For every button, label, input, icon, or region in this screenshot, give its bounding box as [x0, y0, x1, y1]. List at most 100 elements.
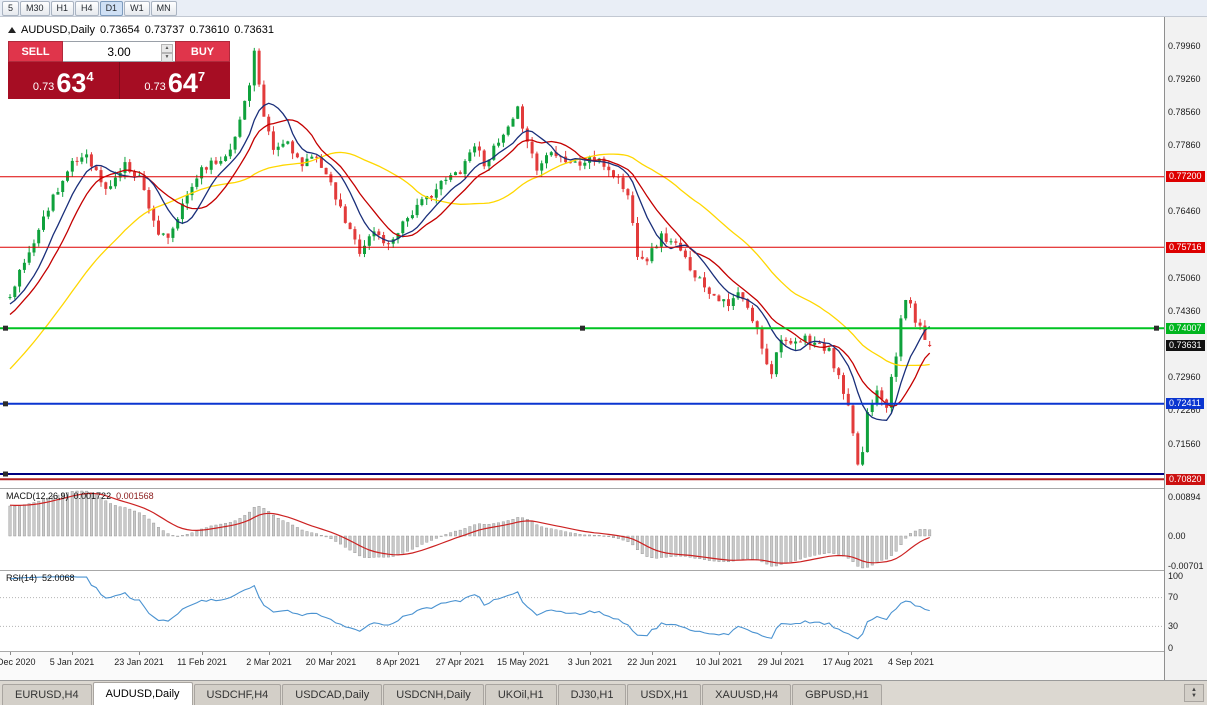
macd-pane[interactable]: MACD(12,26,9) 0.001722 0.001568: [0, 489, 1164, 570]
line-handle[interactable]: [3, 471, 8, 477]
chart-tab-usdx[interactable]: USDX,H1: [627, 684, 702, 705]
axis-separator: [1164, 17, 1165, 680]
current-price-badge: 0.73631: [1166, 340, 1205, 351]
ma-mid-red: [9, 119, 931, 407]
macd-signal-line: [9, 492, 930, 564]
rsi-name: RSI(14): [6, 573, 38, 583]
chart-tab-usdcad[interactable]: USDCAD,Daily: [282, 684, 383, 705]
line-handle[interactable]: [3, 325, 8, 331]
date-tick: [72, 652, 73, 655]
rsi-axis-label: 70: [1168, 592, 1179, 602]
sell-button[interactable]: SELL: [8, 41, 63, 62]
sell-price-display[interactable]: 0.73 63 4: [8, 62, 120, 99]
date-axis-label: 10 Jul 2021: [695, 657, 743, 667]
price-grid-label: 0.77860: [1168, 140, 1201, 150]
timeframe-button-d1[interactable]: D1: [99, 0, 124, 16]
date-axis-label: 17 Aug 2021: [822, 657, 874, 667]
buy-price-display[interactable]: 0.73 64 7: [119, 62, 230, 99]
chart-tab-xauusd[interactable]: XAUUSD,H4: [702, 684, 792, 705]
timeframe-button-5[interactable]: 5: [2, 0, 20, 16]
buy-price-big: 64: [167, 68, 198, 99]
price-grid-label: 0.79260: [1168, 74, 1201, 84]
buy-button[interactable]: BUY: [175, 41, 230, 62]
price-grid-label: 0.78560: [1168, 107, 1201, 117]
macd-axis-label: 0.00894: [1168, 492, 1201, 502]
date-tick: [652, 652, 653, 655]
date-axis[interactable]: 15 Dec 2020 5 Jan 2021 23 Jan 2021 11 Feb 2…: [0, 652, 1164, 680]
line-handle[interactable]: [3, 401, 8, 407]
one-click-trading-panel: SELL ▲ ▼ BUY 0.73 63 4 0.73: [8, 41, 230, 99]
price-grid-label: 0.71560: [1168, 439, 1201, 449]
rsi-axis-label: 0: [1168, 643, 1174, 653]
pane-separator[interactable]: [0, 488, 1207, 489]
price-level-badge[interactable]: 0.70820: [1166, 474, 1205, 485]
chart-tab-gbpusd[interactable]: GBPUSD,H1: [792, 684, 882, 705]
ma-fast-navy: [9, 102, 931, 421]
date-tick: [139, 652, 140, 655]
timeframe-button-m30[interactable]: M30: [20, 0, 50, 16]
volume-up-icon[interactable]: ▲: [161, 44, 173, 53]
rsi-line: [9, 576, 930, 640]
price-level-badge[interactable]: 0.74007: [1166, 323, 1205, 334]
chart-tab-eurusd[interactable]: EURUSD,H4: [2, 684, 92, 705]
pane-separator: [0, 651, 1207, 652]
ohlc-open: 0.73654: [99, 24, 140, 36]
ohlc-high: 0.73737: [144, 24, 185, 36]
macd-axis-label: -0.00701: [1168, 561, 1204, 571]
date-tick: [202, 652, 203, 655]
pane-separator[interactable]: [0, 570, 1207, 571]
macd-histogram: [8, 490, 932, 569]
price-level-badge[interactable]: 0.75716: [1166, 242, 1205, 253]
timeframe-button-mn[interactable]: MN: [150, 0, 177, 16]
date-axis-label: 27 Apr 2021: [435, 657, 485, 667]
buy-price-sup: 7: [197, 69, 206, 84]
price-grid-label: 0.72960: [1168, 372, 1201, 382]
candles-layer: [8, 47, 932, 466]
chart-tab-usdcnh[interactable]: USDCNH,Daily: [383, 684, 484, 705]
date-tick: [523, 652, 524, 655]
timeframe-toolbar: 5 M30 H1 H4 D1 W1 MN: [0, 0, 1207, 17]
sell-price-big: 63: [56, 68, 87, 99]
macd-label: MACD(12,26,9) 0.001722 0.001568: [6, 491, 154, 501]
timeframe-button-h4[interactable]: H4: [75, 0, 99, 16]
rsi-pane[interactable]: RSI(14) 52.0068: [0, 571, 1164, 651]
price-level-badge[interactable]: 0.77200: [1166, 171, 1205, 182]
price-axis[interactable]: 0.79960 0.79260 0.78560 0.77860 0.76460 0.750…: [1165, 17, 1207, 680]
date-axis-label: 3 Jun 2021: [567, 657, 613, 667]
chart-tab-dj30[interactable]: DJ30,H1: [557, 684, 627, 705]
sell-price-sup: 4: [86, 69, 94, 84]
price-chart-canvas[interactable]: [0, 17, 1164, 488]
tab-scroll-button[interactable]: ▲ ▼: [1184, 684, 1204, 702]
date-axis-label: 15 Dec 2020: [0, 657, 36, 667]
date-axis-label: 15 May 2021: [496, 657, 550, 667]
macd-signal-value: 0.001568: [116, 491, 154, 501]
chart-tab-audusd[interactable]: AUDUSD,Daily: [92, 682, 193, 705]
buy-price-frac: 0.73: [144, 81, 166, 93]
price-chart-pane[interactable]: AUDUSD,Daily 0.73654 0.73737 0.73610 0.7…: [0, 17, 1164, 488]
price-grid-label: 0.79960: [1168, 41, 1201, 51]
timeframe-button-w1[interactable]: W1: [124, 0, 150, 16]
volume-box: ▲ ▼: [63, 41, 175, 62]
volume-input[interactable]: [82, 43, 156, 60]
line-handle[interactable]: [580, 325, 585, 331]
date-tick: [269, 652, 270, 655]
rsi-axis-label: 30: [1168, 621, 1179, 631]
rsi-canvas: [0, 576, 1164, 640]
date-axis-label: 20 Mar 2021: [305, 657, 357, 667]
ohlc-close: 0.73631: [234, 24, 275, 36]
date-tick: [911, 652, 912, 655]
rsi-axis-label: 100: [1168, 571, 1184, 581]
date-tick: [460, 652, 461, 655]
timeframe-button-h1[interactable]: H1: [50, 0, 75, 16]
price-level-badge[interactable]: 0.72411: [1166, 398, 1204, 409]
date-tick: [331, 652, 332, 655]
chart-tab-ukoil[interactable]: UKOil,H1: [484, 684, 557, 705]
chart-tabbar: EURUSD,H4 AUDUSD,Daily USDCHF,H4 USDCAD,Dai…: [0, 680, 1207, 705]
rsi-value: 52.0068: [42, 573, 75, 583]
chart-tab-usdchf[interactable]: USDCHF,H4: [193, 684, 282, 705]
line-handle[interactable]: [1154, 325, 1159, 331]
date-tick: [590, 652, 591, 655]
date-axis-label: 29 Jul 2021: [757, 657, 805, 667]
volume-down-icon[interactable]: ▼: [161, 53, 173, 62]
